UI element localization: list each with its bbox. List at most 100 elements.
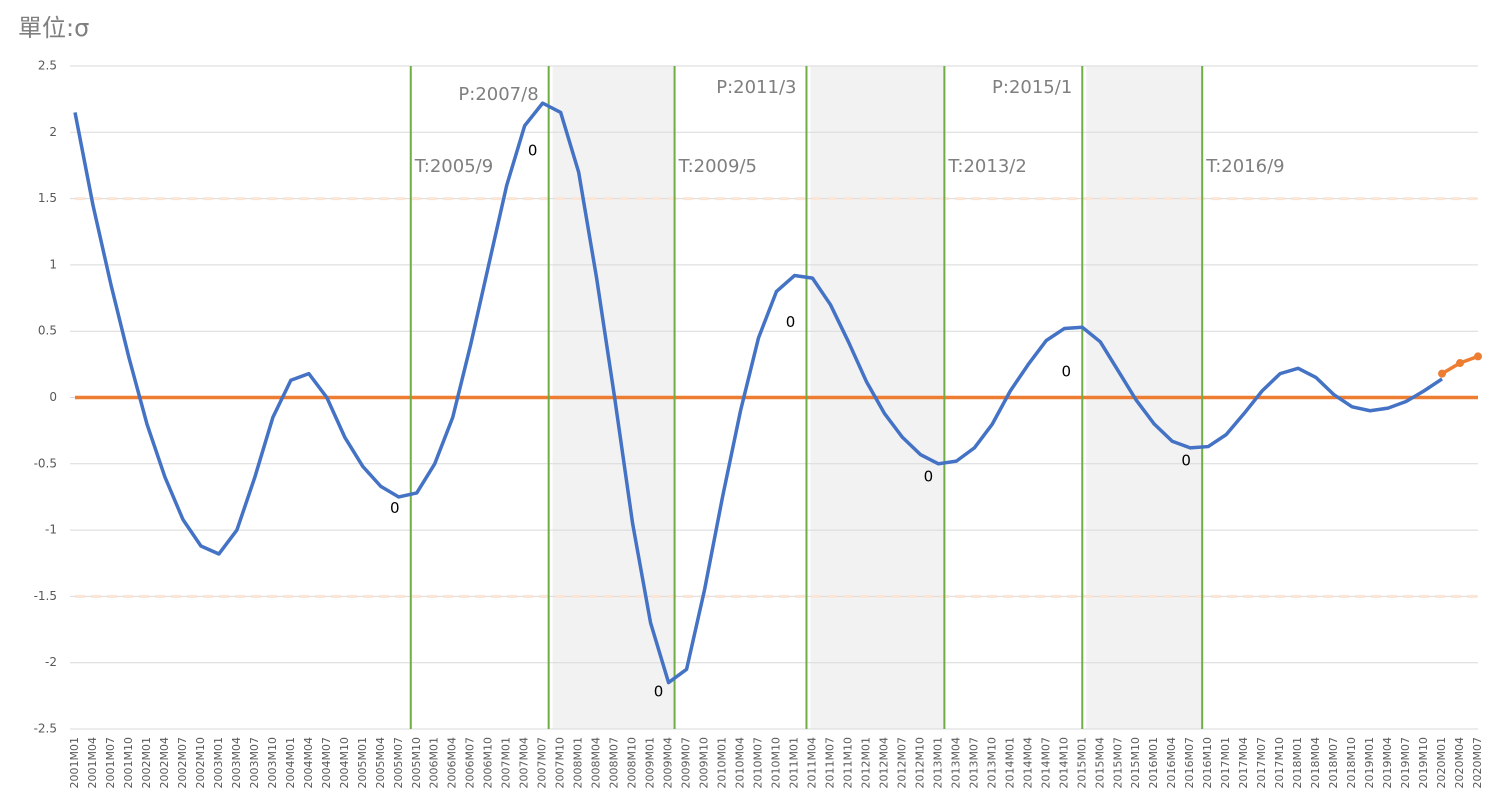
x-tick-label: 2020M04 [1453, 737, 1466, 788]
x-tick-label: 2002M04 [158, 737, 171, 788]
x-tick-label: 2014M01 [1003, 737, 1016, 788]
x-tick-label: 2018M07 [1327, 737, 1340, 788]
x-tick-label: 2005M10 [410, 737, 423, 788]
x-tick-label: 2006M04 [446, 737, 459, 788]
x-tick-label: 2009M07 [680, 737, 693, 788]
x-tick-label: 2009M01 [644, 737, 657, 788]
turn-value-label: 0 [924, 467, 934, 485]
turn-lines [409, 66, 1204, 729]
x-tick-label: 2014M07 [1039, 737, 1052, 788]
y-tick-label: -0.5 [34, 456, 57, 470]
turn-value-label: 0 [654, 683, 664, 701]
x-tick-label: 2013M04 [949, 737, 962, 788]
x-tick-label: 2010M04 [734, 737, 747, 788]
x-tick-label: 2019M07 [1399, 737, 1412, 788]
y-tick-label: 1 [49, 257, 57, 271]
turn-value-label: 0 [1062, 363, 1072, 381]
chart-title: 單位:σ [18, 14, 89, 42]
turn-label: T:2016/9 [1205, 156, 1284, 177]
x-tick-label: 2013M07 [967, 737, 980, 788]
x-tick-label: 2018M10 [1345, 737, 1358, 788]
x-tick-label: 2003M10 [266, 737, 279, 788]
series-marker [1456, 359, 1465, 368]
x-tick-label: 2014M04 [1021, 737, 1034, 788]
y-tick-label: -2 [45, 655, 57, 669]
x-tick-label: 2017M04 [1237, 737, 1250, 788]
x-tick-label: 2008M07 [608, 737, 621, 788]
x-tick-label: 2017M10 [1273, 737, 1286, 788]
series-marker [1438, 369, 1447, 378]
y-tick-label: -1.5 [34, 589, 57, 603]
x-tick-label: 2015M01 [1075, 737, 1088, 788]
x-tick-label: 2011M07 [823, 737, 836, 788]
x-tick-label: 2004M04 [302, 737, 315, 788]
x-tick-label: 2008M04 [590, 737, 603, 788]
series [73, 101, 1482, 685]
x-tick-label: 2001M04 [86, 737, 99, 788]
series-marker [1474, 352, 1482, 361]
turn-value-label: 0 [1181, 452, 1191, 470]
x-tick-label: 2009M10 [698, 737, 711, 788]
x-tick-label: 2004M07 [320, 737, 333, 788]
turn-label: P:2015/1 [992, 77, 1072, 98]
reference-lines [75, 197, 1478, 598]
y-tick-label: 2 [49, 125, 57, 139]
y-tick-label: 1.5 [38, 191, 57, 205]
x-tick-label: 2007M04 [518, 737, 531, 788]
x-tick-label: 2013M01 [931, 737, 944, 788]
x-tick-label: 2011M01 [787, 737, 800, 788]
x-tick-label: 2016M07 [1183, 737, 1196, 788]
y-tick-label: 0 [49, 390, 57, 404]
y-tick-label: -2.5 [34, 722, 57, 736]
x-tick-label: 2007M01 [500, 737, 513, 788]
turn-value-label: 0 [786, 313, 796, 331]
x-tick-label: 2001M01 [68, 737, 81, 788]
x-tick-label: 2003M04 [230, 737, 243, 788]
x-tick-label: 2019M01 [1363, 737, 1376, 788]
turn-value-label: 0 [390, 499, 400, 517]
x-tick-label: 2017M01 [1219, 737, 1232, 788]
x-tick-label: 2002M01 [140, 737, 153, 788]
x-tick-label: 2011M10 [841, 737, 854, 788]
x-tick-label: 2011M04 [805, 737, 818, 788]
turn-label: P:2007/8 [458, 84, 538, 105]
x-tick-label: 2003M01 [212, 737, 225, 788]
x-tick-label: 2017M07 [1255, 737, 1268, 788]
series-line [73, 101, 1443, 685]
turn-label: T:2013/2 [947, 156, 1026, 177]
x-tick-label: 2007M07 [536, 737, 549, 788]
x-tick-label: 2019M10 [1417, 737, 1430, 788]
x-tick-label: 2008M10 [626, 737, 639, 788]
x-tick-label: 2012M10 [913, 737, 926, 788]
x-tick-label: 2012M01 [859, 737, 872, 788]
x-tick-label: 2020M07 [1471, 737, 1484, 788]
turn-value-label: 0 [528, 142, 538, 160]
x-tick-label: 2004M01 [284, 737, 297, 788]
y-tick-label: -1 [45, 523, 57, 537]
x-tick-label: 2002M10 [194, 737, 207, 788]
x-tick-label: 2005M04 [374, 737, 387, 788]
x-tick-label: 2005M07 [392, 737, 405, 788]
x-tick-label: 2015M10 [1129, 737, 1142, 788]
x-tick-label: 2006M01 [428, 737, 441, 788]
y-tick-label: 0.5 [38, 324, 57, 338]
x-tick-label: 2010M07 [752, 737, 765, 788]
x-tick-label: 2003M07 [248, 737, 261, 788]
x-tick-label: 2012M04 [877, 737, 890, 788]
x-tick-label: 2015M07 [1111, 737, 1124, 788]
x-tick-label: 2020M01 [1435, 737, 1448, 788]
x-tick-label: 2009M04 [662, 737, 675, 788]
x-tick-label: 2016M10 [1201, 737, 1214, 788]
x-tick-label: 2012M07 [895, 737, 908, 788]
x-tick-label: 2018M01 [1291, 737, 1304, 788]
turn-label: T:2009/5 [678, 156, 757, 177]
y-tick-label: 2.5 [38, 59, 57, 73]
x-tick-label: 2015M04 [1093, 737, 1106, 788]
turn-label: P:2011/3 [716, 77, 796, 98]
x-tick-label: 2019M04 [1381, 737, 1394, 788]
x-tick-label: 2001M07 [104, 737, 117, 788]
x-tick-label: 2010M01 [716, 737, 729, 788]
x-tick-label: 2001M10 [122, 737, 135, 788]
x-tick-label: 2007M10 [554, 737, 567, 788]
